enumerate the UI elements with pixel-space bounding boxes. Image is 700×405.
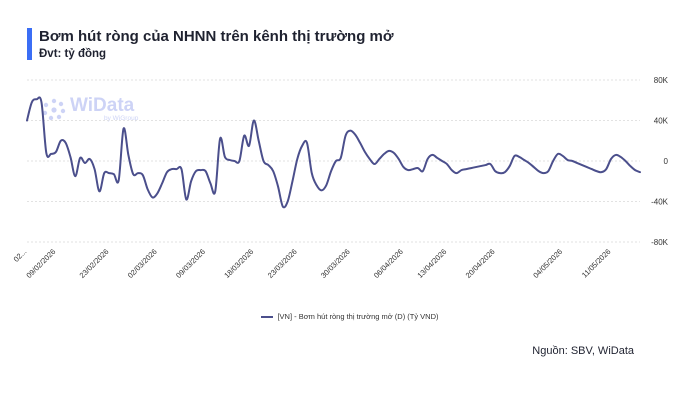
watermark-sub: by WiGroup — [104, 115, 139, 122]
x-tick-label: 20/04/2026 — [464, 247, 497, 280]
y-tick-label: 40K — [654, 117, 669, 126]
series-line — [26, 96, 641, 209]
x-tick-label: 23/02/2026 — [78, 247, 111, 280]
x-tick-label: 11/05/2026 — [580, 247, 613, 280]
watermark-logo: WiData by WiGroup — [40, 95, 138, 129]
x-tick-label: 23/03/2026 — [266, 247, 299, 280]
chart-unit-label: Đvt: tỷ đồng — [39, 48, 107, 60]
x-tick-label: 04/05/2026 — [531, 247, 564, 280]
title-accent-bar — [27, 28, 32, 60]
legend-swatch — [261, 316, 274, 319]
x-tick-label: 30/03/2026 — [319, 247, 352, 280]
y-tick-label: 80K — [654, 76, 669, 85]
source-note: Nguồn: SBV, WiData — [532, 345, 634, 357]
x-tick-label: 02/03/2026 — [126, 247, 159, 280]
chart-legend[interactable]: [VN] - Bơm hút ròng thị trường mở (D) (T… — [0, 312, 700, 321]
x-tick-label: 13/04/2026 — [415, 247, 448, 280]
chart-title: Bơm hút ròng của NHNN trên kênh thị trườ… — [39, 28, 394, 45]
watermark-brand: WiData — [70, 95, 135, 116]
y-tick-label: 0 — [664, 157, 669, 166]
x-tick-label: 06/04/2026 — [372, 247, 405, 280]
x-tick-label: 09/02/2026 — [24, 247, 57, 280]
legend-label: [VN] - Bơm hút ròng thị trường mở (D) (T… — [277, 312, 439, 321]
x-tick-label: 18/03/2026 — [222, 247, 255, 280]
x-tick-label: 09/03/2026 — [174, 247, 207, 280]
x-tick-label: 02... — [12, 247, 29, 264]
y-tick-label: -40K — [651, 198, 669, 207]
widata-logo-icon — [42, 98, 66, 121]
y-tick-label: -80K — [651, 238, 669, 247]
